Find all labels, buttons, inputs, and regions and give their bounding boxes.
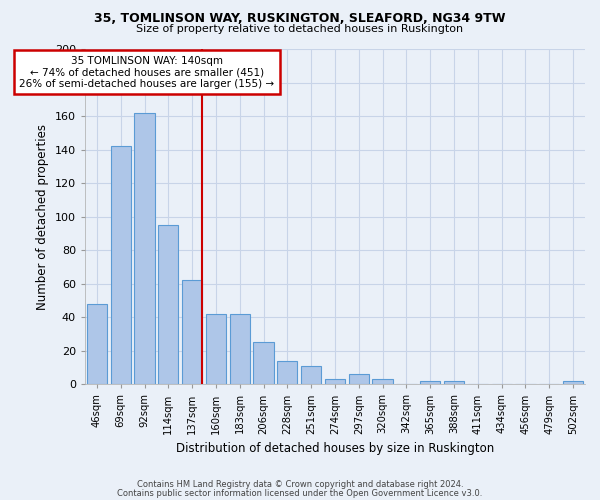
Bar xyxy=(420,381,440,384)
Bar xyxy=(373,379,393,384)
Text: Size of property relative to detached houses in Ruskington: Size of property relative to detached ho… xyxy=(136,24,464,34)
Bar xyxy=(563,381,583,384)
Bar xyxy=(182,280,202,384)
Text: 35 TOMLINSON WAY: 140sqm
← 74% of detached houses are smaller (451)
26% of semi-: 35 TOMLINSON WAY: 140sqm ← 74% of detach… xyxy=(19,56,274,89)
Text: Contains public sector information licensed under the Open Government Licence v3: Contains public sector information licen… xyxy=(118,488,482,498)
Bar xyxy=(110,146,131,384)
X-axis label: Distribution of detached houses by size in Ruskington: Distribution of detached houses by size … xyxy=(176,442,494,455)
Bar xyxy=(230,314,250,384)
Bar xyxy=(206,314,226,384)
Bar xyxy=(349,374,369,384)
Y-axis label: Number of detached properties: Number of detached properties xyxy=(36,124,49,310)
Text: Contains HM Land Registry data © Crown copyright and database right 2024.: Contains HM Land Registry data © Crown c… xyxy=(137,480,463,489)
Bar xyxy=(325,379,345,384)
Bar xyxy=(134,112,155,384)
Bar xyxy=(301,366,322,384)
Bar xyxy=(444,381,464,384)
Bar xyxy=(87,304,107,384)
Bar xyxy=(253,342,274,384)
Text: 35, TOMLINSON WAY, RUSKINGTON, SLEAFORD, NG34 9TW: 35, TOMLINSON WAY, RUSKINGTON, SLEAFORD,… xyxy=(94,12,506,26)
Bar xyxy=(277,361,298,384)
Bar xyxy=(158,225,178,384)
